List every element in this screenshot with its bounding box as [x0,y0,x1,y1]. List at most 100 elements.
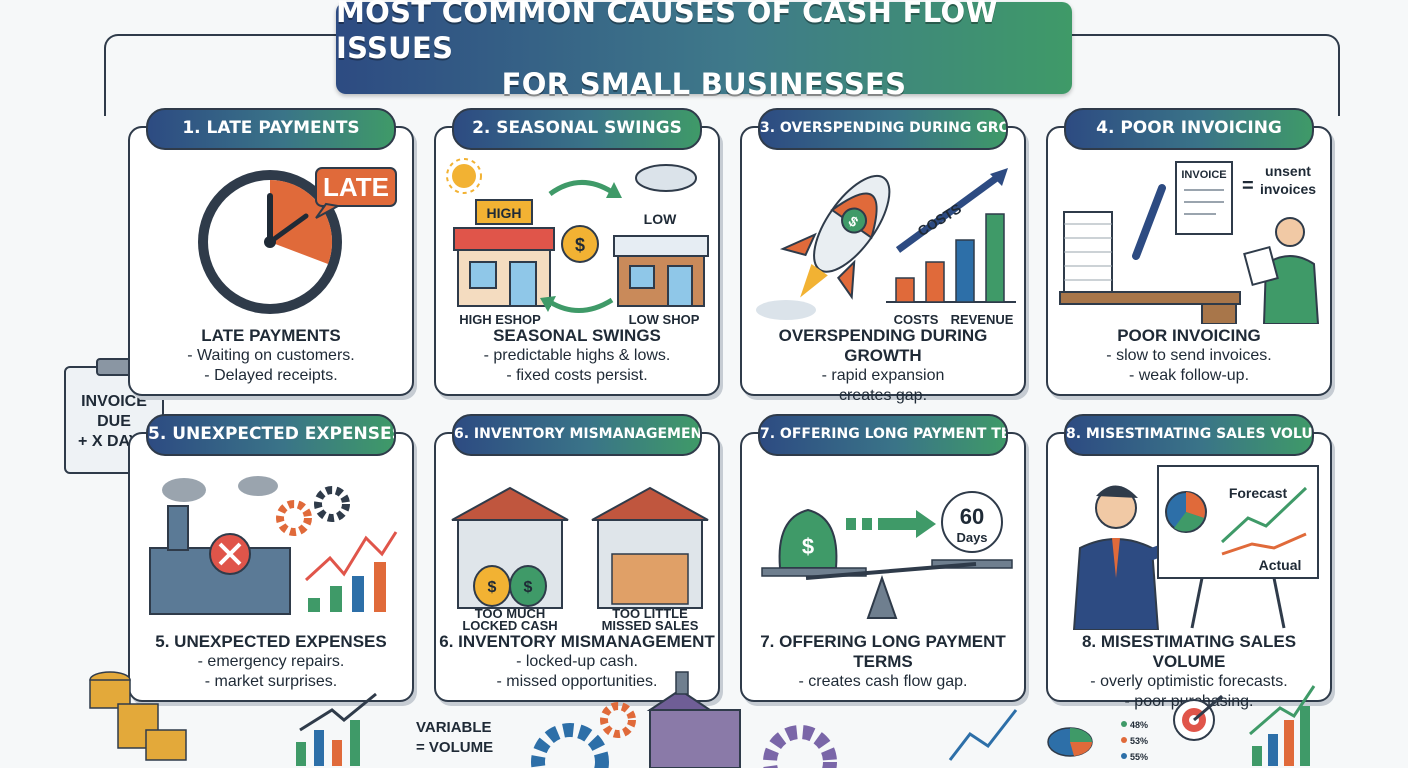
machine-icon [149,505,291,615]
card-line: - Waiting on customers. [187,347,355,364]
card-desc-unexpected-expenses: 5. UNEXPECTED EXPENSES - emergency repai… [130,632,412,692]
card-pill-long-payment-terms: 7. OFFERING LONG PAYMENT TERMS [758,414,1008,456]
pie-pct-3: 55% [1130,752,1148,762]
card-heading: POOR INVOICING [1117,326,1261,345]
unsent-label-2: invoices [1260,181,1316,197]
card-line: - market surprises. [204,673,338,690]
person-icon [1243,217,1320,324]
costs-label: COSTS [894,312,939,324]
card-desc-inventory: 6. INVENTORY MISMANAGEMENT - locked-up c… [436,632,718,692]
card-line: - creates cash flow gap. [798,673,968,690]
note-line-1: INVOICE [81,393,147,410]
bottom-decor: VARIABLE = VOLUME 48% 53% 55% [89,671,1316,768]
smoke-icon [162,476,278,502]
card-line: - fixed costs persist. [506,367,648,384]
svg-text:$: $ [575,235,585,255]
card-heading: 8. MISESTIMATING SALES VOLUME [1081,632,1297,671]
forecast-label: Forecast [1229,485,1288,501]
cycle-arrows-icon [540,180,622,313]
card-line: - overly optimistic forecasts. [1090,673,1288,690]
invoicing-desk-illustration: INVOICE = unsent invoices [1059,161,1320,324]
too-little-label-1: TOO LITTLE [612,606,688,621]
pie-chart-icon [1047,727,1093,757]
rocket-icon: $ [779,174,891,300]
paper-stack-icon [1063,211,1113,301]
note-line-2: DUE [97,413,131,430]
card-heading: 5. UNEXPECTED EXPENSES [155,632,387,651]
high-sign-text: HIGH [487,205,522,221]
card-pill-unexpected-expenses: 5. UNEXPECTED EXPENSES [146,414,396,456]
forecast-presentation-illustration: Forecast Actual [1072,465,1319,630]
rising-chart-icon [304,531,398,612]
pie-pct-1: 48% [1130,720,1148,730]
warehouses-illustration: $ $ TOO MUCH LOCKED CASH TOO LITTLE MISS… [451,486,709,630]
card-line: - Delayed receipts. [204,367,338,384]
card-heading: LATE PAYMENTS [201,326,341,345]
coin-icon: $ [561,225,599,263]
equals-sign: = [1242,175,1254,197]
card-line: - rapid expansion [821,367,945,384]
too-much-label-1: TOO MUCH [475,606,546,621]
svg-text:$: $ [488,579,497,596]
actual-label: Actual [1259,557,1302,573]
card-line: - predictable highs & lows. [483,347,671,364]
easel-board-icon: Forecast Actual [1157,465,1319,629]
card-heading: SEASONAL SWINGS [493,326,661,345]
svg-text:$: $ [524,579,533,596]
card-long-payment-terms: 7. OFFERING LONG PAYMENT TERMS $ 60 Days… [740,414,1026,702]
card-desc-poor-invoicing: POOR INVOICING - slow to send invoices. … [1048,326,1330,386]
card-poor-invoicing: 4. POOR INVOICING INVOICE = unsent invoi… [1046,108,1332,396]
card-desc-late-payments: LATE PAYMENTS - Waiting on customers. - … [130,326,412,386]
coin-stack-icon [89,671,187,761]
warehouse-full-icon: $ $ [451,486,569,609]
warehouse-empty-icon [591,486,709,609]
sun-icon [446,158,482,194]
arrow-right-icon [846,510,936,538]
card-pill-seasonal-swings: 2. SEASONAL SWINGS [452,108,702,150]
card-pill-overspending: 3. OVERSPENDING DURING GROWTH [758,108,1008,150]
card-pill-misestimating: 8. MISESTIMATING SALES VOLUME [1064,414,1314,456]
seasonal-shops-illustration: HIGH $ LOW HIGH ESHOP LOW SHOP [446,158,709,324]
low-shop-label: LOW SHOP [629,312,700,324]
gear-icon [531,702,636,768]
target-icon [1173,694,1223,741]
variable-label-2: = VOLUME [416,739,493,756]
card-overspending: 3. OVERSPENDING DURING GROWTH $ COSTS CO… [740,108,1026,404]
machine-illustration [149,476,398,615]
card-line: - locked-up cash. [516,653,638,670]
card-heading: OVERSPENDING DURING GROWTH [778,326,988,365]
variable-label-1: VARIABLE [416,719,492,736]
card-line: - weak follow-up. [1128,367,1250,384]
pen-icon [1132,184,1166,260]
title-line-2: FOR SMALL BUSINESSES [501,67,907,101]
invoice-doc-icon: INVOICE [1175,161,1233,235]
revenue-label: REVENUE [951,312,1014,324]
low-sign-text: LOW [644,211,677,227]
days-number: 60 [960,504,984,529]
bar-chart-icon [296,692,377,766]
money-bag-icon: $ [778,508,838,569]
card-seasonal-swings: 2. SEASONAL SWINGS HIGH $ LOW HIGH ESHOP… [434,108,720,396]
card-desc-overspending: OVERSPENDING DURING GROWTH - rapid expan… [742,326,1024,406]
clock-late-illustration: LATE [198,167,397,314]
gear-icon [763,725,837,768]
card-line: - slow to send invoices. [1106,347,1272,364]
too-little-label-2: MISSED SALES [602,618,699,630]
days-text: Days [956,530,987,545]
cloud-icon [635,164,697,192]
card-desc-long-payment-terms: 7. OFFERING LONG PAYMENT TERMS - creates… [742,632,1024,692]
card-unexpected-expenses: 5. UNEXPECTED EXPENSES 5. UNEXPECTED EXP… [128,414,414,702]
high-shop-icon: HIGH [453,199,555,307]
card-line: - emergency repairs. [197,653,345,670]
gear-icon [276,486,350,536]
desk-icon [1059,291,1241,324]
card-pill-inventory: 6. INVENTORY MISMANAGEMENT [452,414,702,456]
late-badge-icon: LATE [315,167,397,219]
high-shop-label: HIGH ESHOP [459,312,541,324]
card-heading: 7. OFFERING LONG PAYMENT TERMS [760,632,1006,671]
card-late-payments: 1. LATE PAYMENTS LATE LATE PAYMENTS - Wa… [128,108,414,396]
costs-arrow-label: COSTS [915,200,964,239]
balance-scale-icon [761,559,1013,619]
line-chart-icon [948,709,1018,761]
smoke-icon [756,300,816,320]
